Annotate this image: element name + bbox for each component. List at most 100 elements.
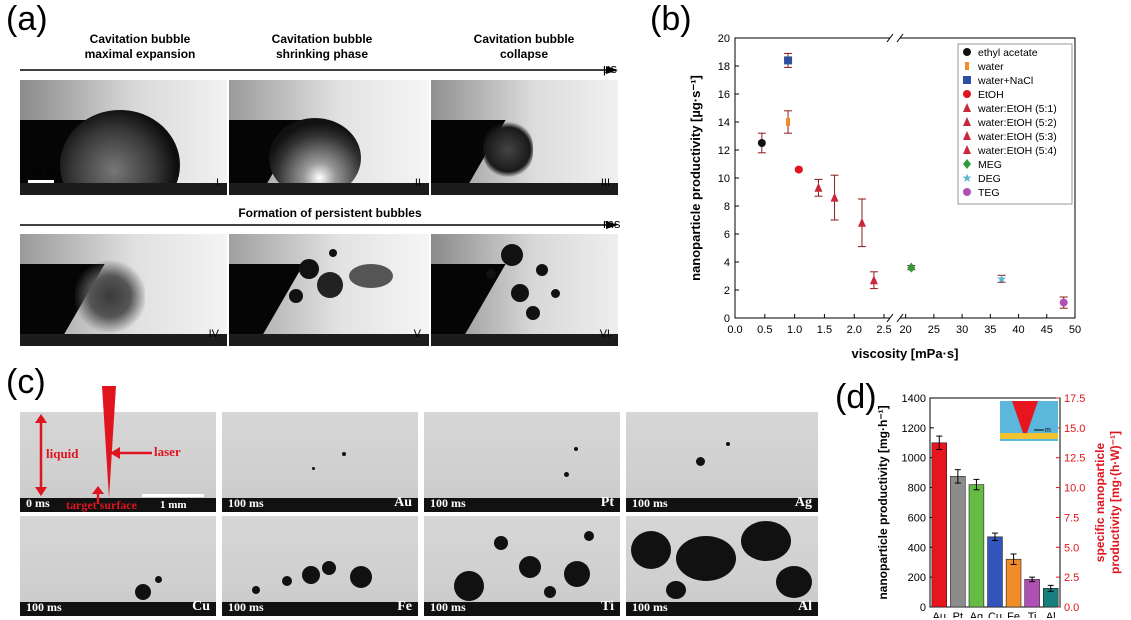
- bubble: [486, 269, 496, 279]
- x-tick-label: 1.5: [817, 324, 832, 336]
- target-surface-floor: [20, 498, 216, 512]
- y2-axis-label-line: specific nanoparticle: [1093, 442, 1107, 562]
- frame-III: III: [431, 80, 618, 195]
- x-tick-label: Au: [933, 611, 946, 618]
- x-tick-label: 45: [1041, 324, 1053, 336]
- frame-II: II: [229, 80, 429, 195]
- legend-label: EtOH: [978, 89, 1004, 101]
- bar: [1005, 558, 1022, 608]
- legend-label: water:EtOH (5:1): [977, 103, 1057, 115]
- c-frame-cu: 100 ms Cu: [20, 516, 216, 616]
- axis-break-mark: [886, 33, 894, 43]
- bubble: [584, 531, 594, 541]
- bubble: [726, 442, 730, 446]
- bubble: [501, 244, 523, 266]
- bubble: [302, 566, 320, 584]
- y2-tick-label: 17.5: [1064, 393, 1085, 405]
- floor: [626, 498, 818, 512]
- c-frame-ag: 100 ms Ag: [626, 412, 818, 512]
- header-shrinking-phase: Cavitation bubble shrinking phase: [271, 32, 373, 61]
- bubble: [519, 556, 541, 578]
- bubble: [282, 576, 292, 586]
- bubble: [544, 586, 556, 598]
- time-arrow-us: [20, 66, 618, 74]
- legend-label: water:EtOH (5:4): [977, 145, 1057, 157]
- floor: [626, 602, 818, 616]
- bubble: [564, 561, 590, 587]
- legend-label: MEG: [978, 159, 1002, 171]
- legend-label: water:EtOH (5:3): [977, 131, 1057, 143]
- axis-break-mark: [896, 313, 904, 323]
- bar: [931, 442, 948, 608]
- laser-pointer-arrow: [110, 447, 152, 459]
- c-frame-al: 100 ms Al: [626, 516, 818, 616]
- bubble: [631, 531, 671, 569]
- metal-label: Pt: [600, 495, 614, 510]
- y-tick-label: 12: [718, 145, 730, 157]
- data-point: ★: [996, 272, 1007, 286]
- y-tick-label: 800: [908, 483, 926, 495]
- x-tick-label: 20: [900, 324, 912, 336]
- bubble: [135, 584, 151, 600]
- legend-box: [957, 43, 1073, 205]
- bubble-cloud: [75, 259, 145, 334]
- data-point: [814, 182, 823, 192]
- panel-d-label: (d): [835, 378, 877, 416]
- frame-VI: VI: [431, 234, 618, 346]
- frame-time: 0 ms: [26, 496, 50, 510]
- metal-label: Cu: [192, 599, 210, 614]
- bubble: [289, 289, 303, 303]
- y-tick-label: 14: [718, 117, 730, 129]
- frame-time: 100 ms: [632, 496, 668, 510]
- frame-time: 100 ms: [228, 600, 264, 614]
- x-tick-label: 25: [928, 324, 940, 336]
- inset-scale-label: m: [1045, 427, 1051, 434]
- panel-a-label: (a): [6, 0, 48, 38]
- bubble: [299, 259, 319, 279]
- metal-label: Au: [394, 495, 412, 510]
- axis-break-top-gap: [890, 35, 900, 41]
- y-tick-label: 200: [908, 572, 926, 584]
- bubble: [322, 561, 336, 575]
- frame-time: 100 ms: [228, 496, 264, 510]
- frame-V: V: [229, 234, 429, 346]
- data-point: [786, 118, 791, 126]
- x-tick-label: 50: [1069, 324, 1081, 336]
- legend-marker: [963, 117, 971, 126]
- x-tick-label: 30: [956, 324, 968, 336]
- y-tick-label: 0: [920, 602, 926, 614]
- x-tick-label: 0.5: [757, 324, 772, 336]
- data-point: [1059, 298, 1068, 307]
- x-tick-label: Ag: [970, 611, 983, 618]
- legend-label: water+NaCl: [977, 75, 1033, 87]
- legend-label: water:EtOH (5:2): [977, 117, 1057, 129]
- metal-productivity-bar-chart: 0 200 400 600 800 1000 1200 1400 0.0 2.5 5.0 7.5 10.…: [876, 393, 1122, 618]
- floor: [431, 183, 618, 195]
- x-tick-label: 0.0: [727, 324, 742, 336]
- bar: [950, 476, 966, 608]
- legend-marker: [963, 103, 971, 112]
- y2-tick-label: 0.0: [1064, 602, 1079, 614]
- y-tick-label: 1200: [902, 423, 926, 435]
- y2-tick-label: 15.0: [1064, 423, 1085, 435]
- floor: [20, 602, 216, 616]
- metal-label: Al: [798, 599, 812, 614]
- bubble: [666, 581, 686, 599]
- y-tick-label: 600: [908, 512, 926, 524]
- data-point: [784, 56, 793, 65]
- bubble: [349, 264, 393, 288]
- bubble: [536, 264, 548, 276]
- time-unit-us: µs: [603, 61, 617, 76]
- y-tick-label: 16: [718, 89, 730, 101]
- x-tick-label: 1.0: [787, 324, 802, 336]
- frame-time: 100 ms: [430, 600, 466, 614]
- bubble: [526, 306, 540, 320]
- axis-break-bottom-gap: [890, 315, 900, 321]
- floor: [229, 183, 429, 195]
- scale-bar: [28, 180, 54, 183]
- axis-break-mark: [896, 33, 904, 43]
- bubble: [494, 536, 508, 550]
- bar: [1024, 579, 1040, 608]
- data-point: [757, 139, 766, 147]
- legend-marker: [963, 76, 971, 84]
